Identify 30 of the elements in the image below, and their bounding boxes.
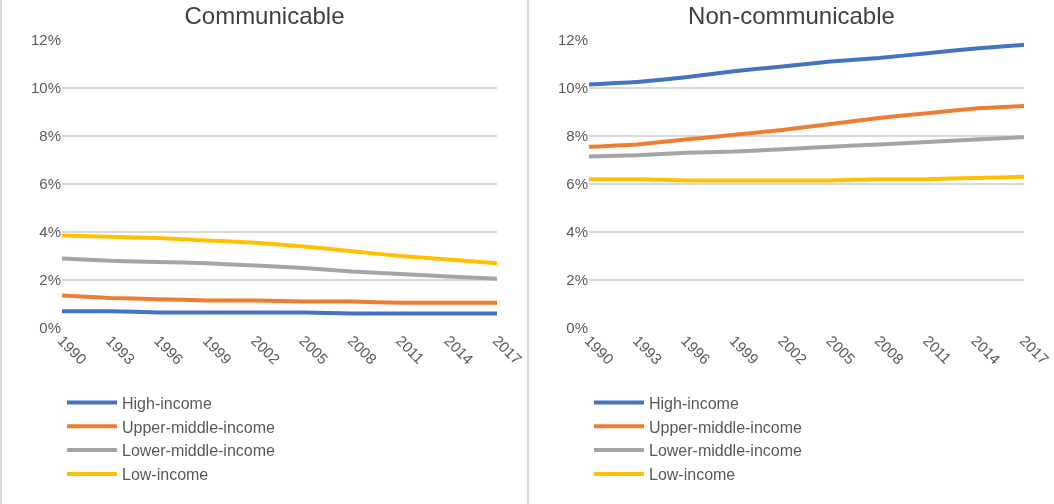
y-tick-label: 10% — [557, 79, 588, 97]
y-tick-label: 8% — [566, 127, 588, 145]
y-tick-label: 8% — [39, 127, 61, 145]
legend-label: Upper-middle-income — [649, 418, 803, 436]
y-tick-label: 10% — [30, 79, 61, 97]
line-series — [589, 42, 1024, 87]
y-tick-label: 12% — [557, 31, 588, 49]
line-series — [62, 233, 497, 266]
y-tick-label: 0% — [566, 319, 588, 337]
line-series — [589, 104, 1024, 149]
legend-label: Upper-middle-income — [122, 418, 276, 436]
y-tick-label: 6% — [39, 175, 61, 193]
legend-label: Low-income — [122, 466, 209, 484]
legend-label: Lower-middle-income — [649, 442, 803, 460]
legend-label: Lower-middle-income — [122, 442, 276, 460]
line-series — [62, 293, 497, 305]
y-tick-label: 2% — [39, 271, 61, 289]
y-tick-label: 4% — [566, 223, 588, 241]
line-series — [62, 256, 497, 281]
legend-label: High-income — [649, 394, 739, 412]
chart-title: Communicable — [184, 2, 345, 30]
y-tick-label: 12% — [30, 31, 61, 49]
y-tick-label: 0% — [39, 319, 61, 337]
y-tick-label: 4% — [39, 223, 61, 241]
y-tick-label: 6% — [566, 175, 588, 193]
legend-label: High-income — [122, 394, 212, 412]
legend-label: Low-income — [649, 466, 736, 484]
line-series — [589, 135, 1024, 159]
y-tick-label: 2% — [566, 271, 588, 289]
chart-title: Non-communicable — [688, 2, 895, 30]
